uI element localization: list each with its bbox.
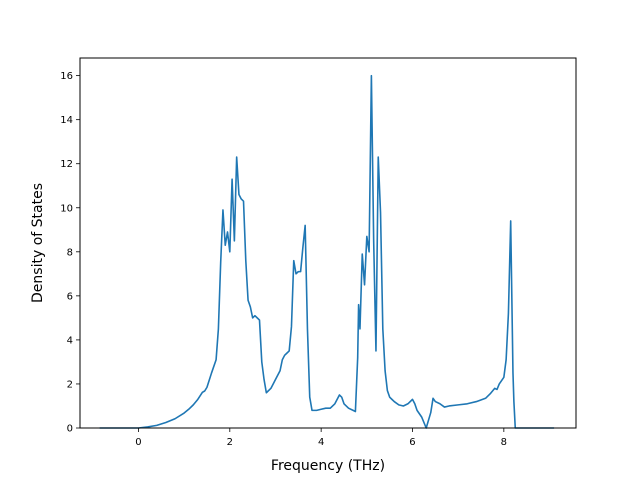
x-tick-label: 6 bbox=[409, 437, 415, 448]
y-tick-label: 10 bbox=[60, 203, 73, 214]
y-tick-label: 2 bbox=[67, 379, 73, 390]
x-tick-label: 8 bbox=[501, 437, 507, 448]
x-tick-label: 2 bbox=[227, 437, 233, 448]
plot-area bbox=[99, 74, 555, 429]
y-tick-label: 0 bbox=[67, 424, 73, 435]
y-tick-label: 8 bbox=[67, 247, 73, 258]
y-tick-label: 14 bbox=[60, 115, 73, 126]
dos-series-line bbox=[99, 74, 555, 429]
x-axis-label: Frequency (THz) bbox=[271, 458, 385, 474]
x-tick-label: 4 bbox=[318, 437, 324, 448]
y-tick-label: 16 bbox=[60, 71, 73, 82]
y-tick-label: 6 bbox=[67, 291, 73, 302]
x-tick-label: 0 bbox=[135, 437, 141, 448]
y-tick-label: 12 bbox=[60, 159, 73, 170]
y-axis-ticks: 0 2 4 6 8 10 12 14 16 bbox=[60, 71, 80, 435]
y-tick-label: 4 bbox=[67, 335, 73, 346]
axes-frame bbox=[79, 57, 577, 429]
y-axis-label: Density of States bbox=[30, 183, 46, 303]
x-axis-ticks: 0 2 4 6 8 bbox=[135, 428, 507, 448]
